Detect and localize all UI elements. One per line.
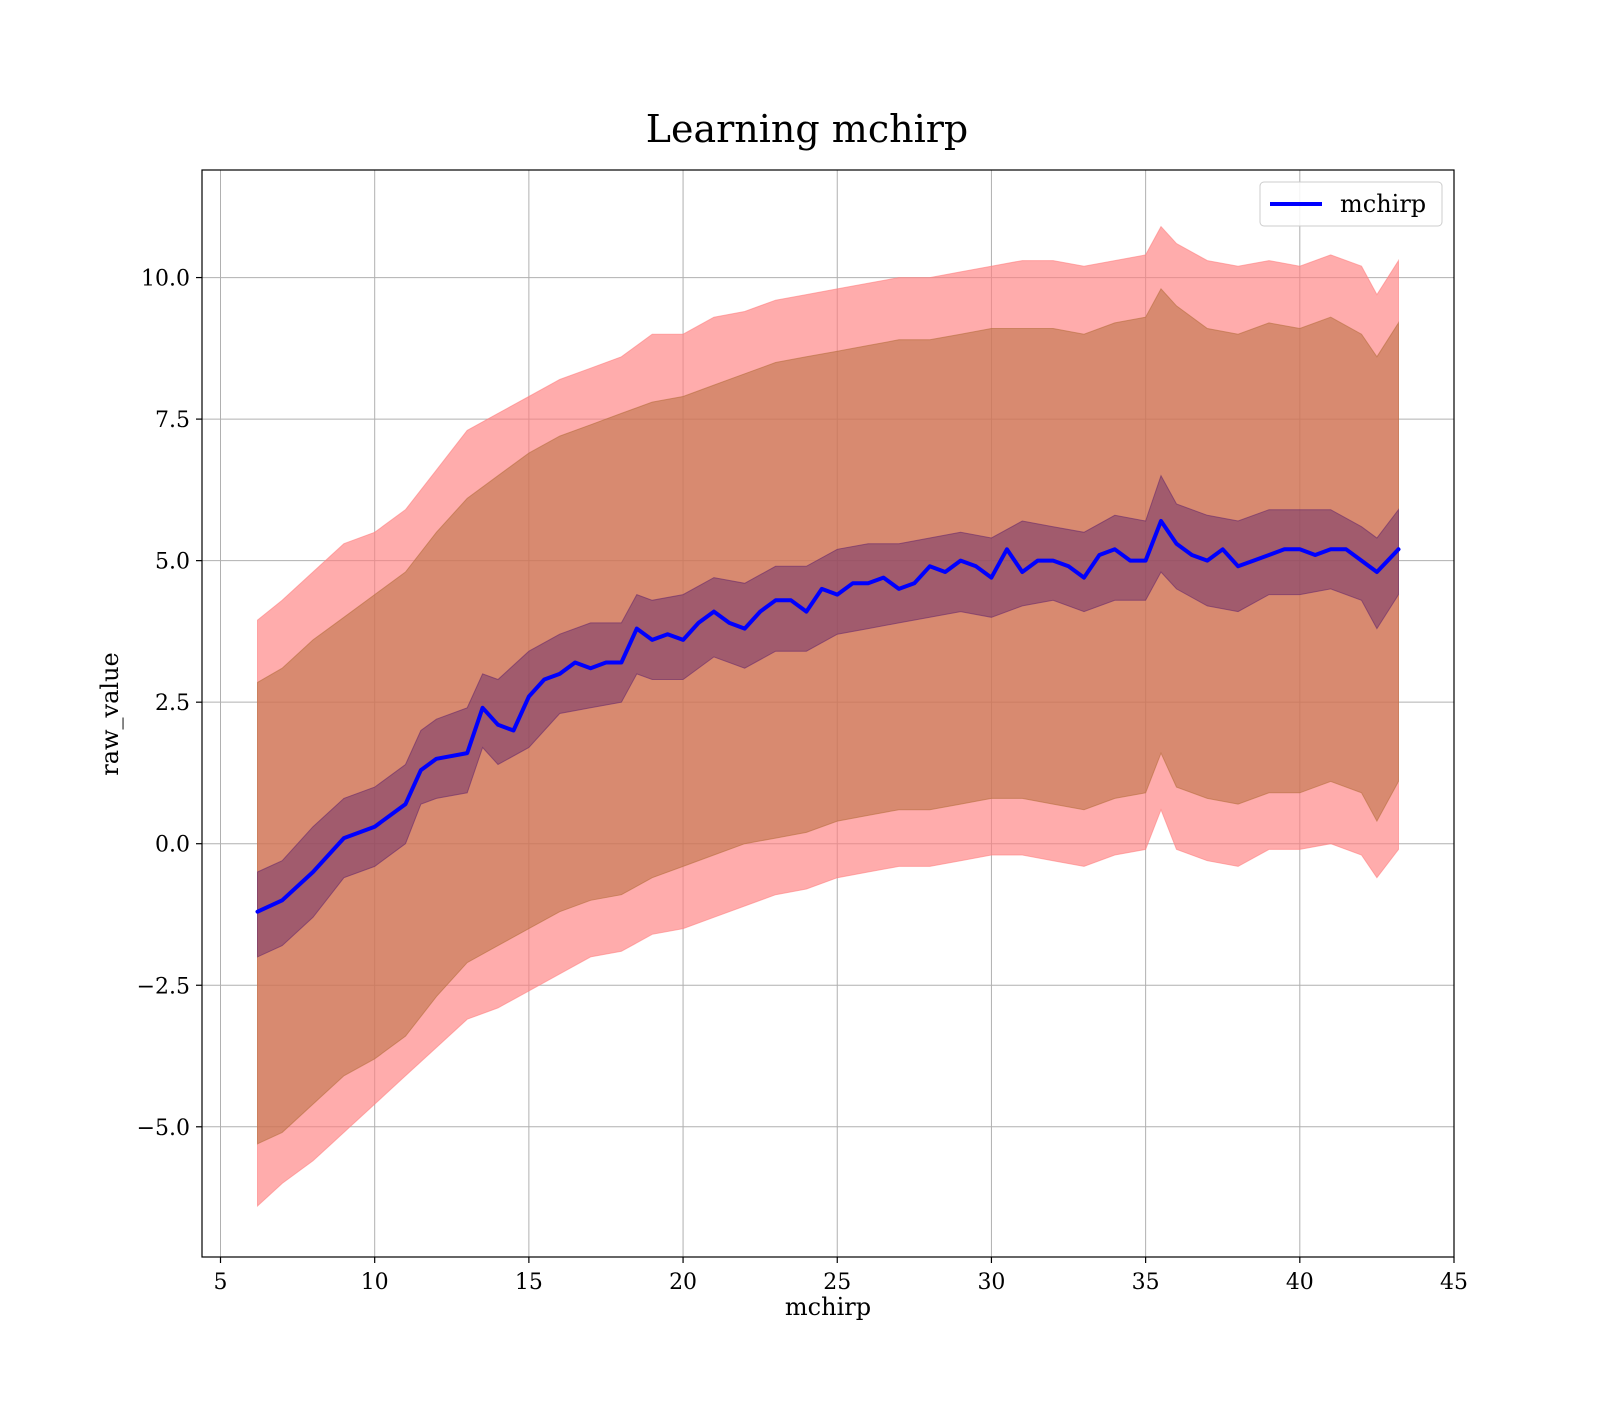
y-tick-label: 10.0	[141, 267, 190, 292]
chart-title: Learning mchirp	[646, 107, 968, 151]
x-tick-label: 45	[1440, 1270, 1468, 1295]
x-tick-label: 25	[823, 1270, 851, 1295]
y-tick-label: 5.0	[155, 550, 190, 575]
legend: mchirp	[1259, 181, 1443, 227]
x-tick-label: 5	[214, 1270, 228, 1295]
y-tick-label: −5.0	[137, 1116, 190, 1141]
x-tick-label: 15	[515, 1270, 543, 1295]
plot-frame	[201, 169, 1455, 1258]
y-tick-label: 7.5	[155, 408, 190, 433]
bands	[257, 225, 1399, 1208]
y-tick-label: 0.0	[155, 833, 190, 858]
y-axis-label: raw_value	[96, 652, 124, 776]
x-tick-label: 20	[669, 1270, 697, 1295]
x-axis-label: mchirp	[785, 1293, 871, 1321]
band-2	[257, 474, 1399, 958]
y-tick-label: 2.5	[155, 691, 190, 716]
y-tick-label: −2.5	[137, 974, 190, 999]
x-tick-label: 30	[977, 1270, 1005, 1295]
x-tick-label: 40	[1286, 1270, 1314, 1295]
series-line-mchirp	[255, 519, 1401, 914]
x-tick-label: 35	[1132, 1270, 1160, 1295]
ticks: 5 10 15 20 25 30 35 40 45 −5.0 −2.5 0.0 2.5 5.0 7.5 10.…	[137, 267, 1468, 1295]
band-1	[257, 288, 1399, 1145]
legend-label-mchirp: mchirp	[1340, 190, 1426, 218]
legend-box	[1259, 181, 1443, 227]
x-tick-label: 10	[361, 1270, 389, 1295]
series-lines	[255, 519, 1401, 914]
